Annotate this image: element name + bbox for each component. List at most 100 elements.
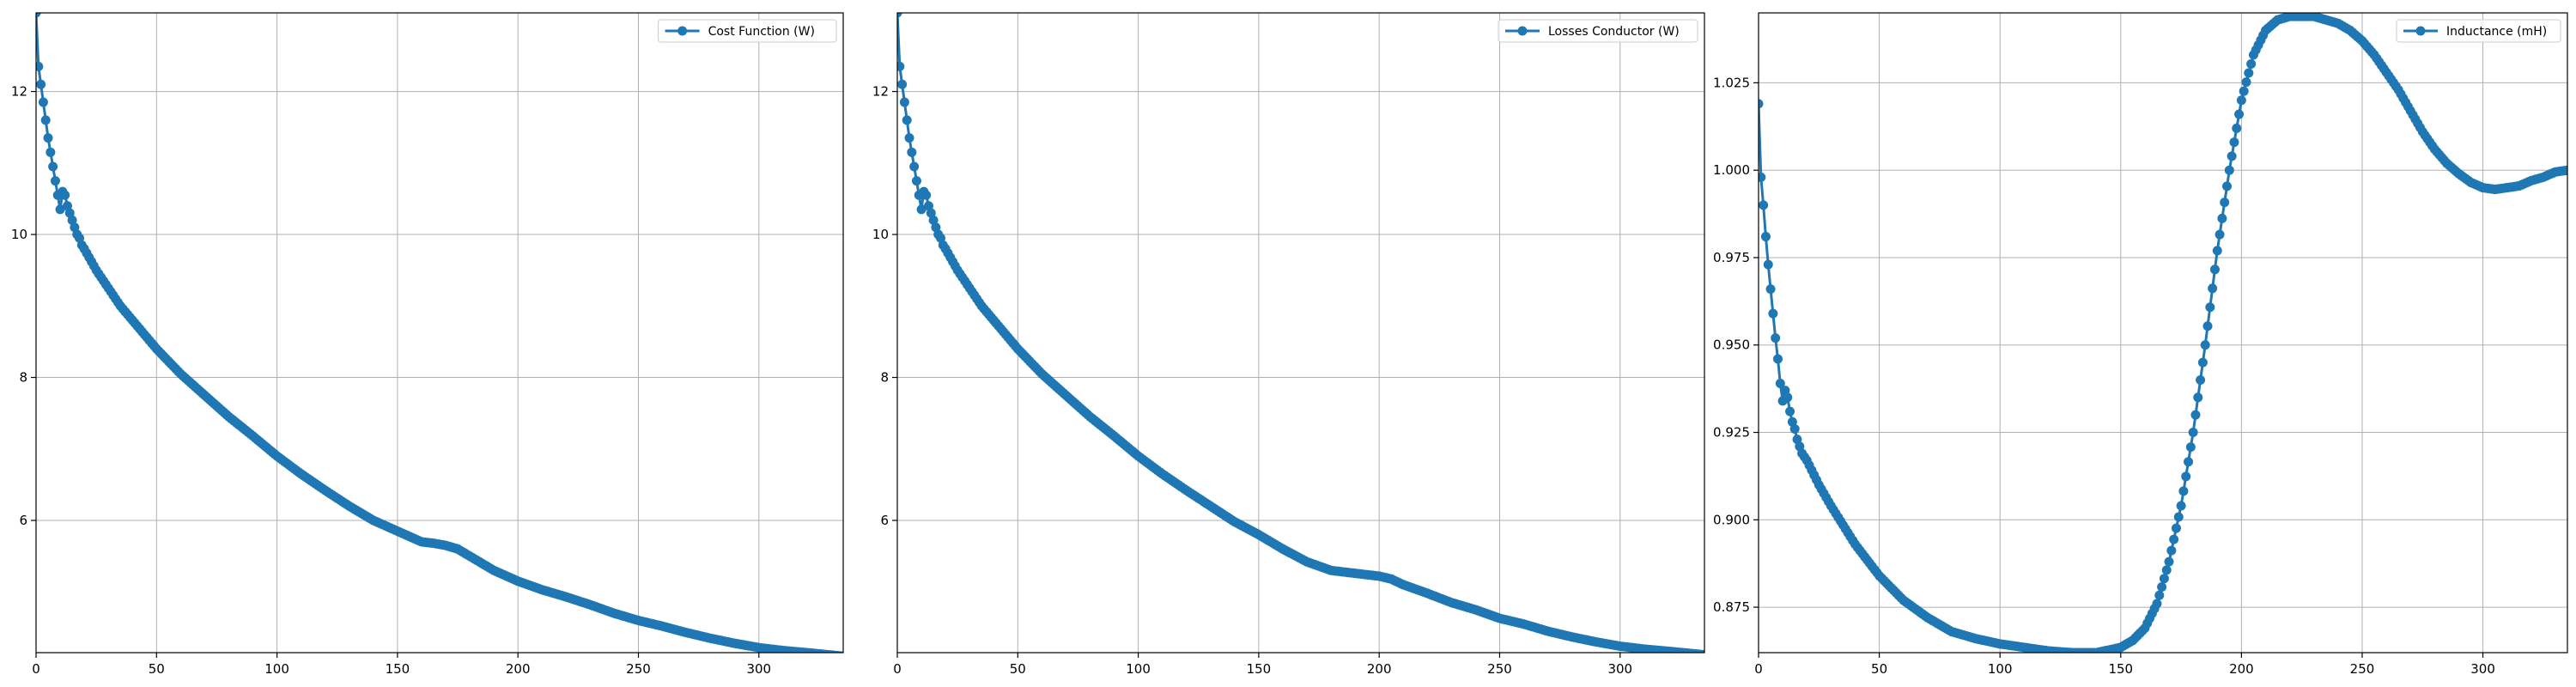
data-point	[2232, 123, 2242, 133]
data-point	[2217, 213, 2227, 223]
x-tick-label: 150	[2108, 661, 2133, 677]
data-point	[2220, 198, 2230, 208]
data-point	[1785, 406, 1795, 416]
data-point	[2166, 545, 2177, 556]
data-point	[2171, 523, 2181, 533]
data-point	[36, 79, 46, 89]
data-point	[1768, 308, 1778, 319]
x-tick-label: 150	[1247, 661, 1272, 677]
x-tick-label: 50	[149, 661, 165, 677]
data-point	[904, 133, 914, 143]
data-point	[2178, 486, 2189, 496]
x-tick-label: 0	[1754, 661, 1763, 677]
x-tick-label: 0	[32, 661, 40, 677]
axes-frame	[896, 12, 1705, 654]
data-point	[2159, 574, 2169, 584]
data-point	[40, 115, 51, 125]
data-point	[2224, 165, 2234, 175]
data-point	[1759, 200, 1769, 210]
data-point	[2196, 374, 2206, 385]
chart-2: 0 50 100 150 200 250 300 6 8 10 12 Losses Conductor…	[872, 12, 1705, 677]
data-point	[928, 215, 939, 225]
y-tick-label: 12	[872, 84, 889, 100]
x-tick-label: 100	[1126, 661, 1151, 677]
data-point	[899, 97, 909, 107]
data-point	[2184, 457, 2194, 467]
data-point	[2173, 512, 2184, 522]
data-point	[2176, 501, 2186, 511]
data-point	[67, 215, 77, 225]
y-tick-label: 10	[11, 227, 27, 242]
x-tick-label: 250	[2350, 661, 2375, 677]
y-tick-label: 8	[19, 370, 27, 386]
data-point	[75, 233, 85, 243]
data-point	[2208, 283, 2218, 294]
x-tick-label: 300	[1607, 661, 1632, 677]
x-tick-label: 200	[1367, 661, 1392, 677]
data-point	[2215, 229, 2225, 240]
x-tick-label: 300	[2470, 661, 2495, 677]
data-point	[2190, 410, 2201, 420]
data-point	[2202, 321, 2213, 331]
legend-marker	[1517, 26, 1528, 36]
data-point	[907, 147, 917, 157]
data-point	[926, 208, 936, 218]
axes-frame	[1758, 12, 2568, 654]
data-point	[43, 133, 53, 143]
data-point	[2209, 264, 2220, 275]
data-point	[2222, 181, 2233, 192]
data-point	[1783, 392, 1793, 403]
data-point	[60, 190, 70, 200]
data-point	[48, 161, 58, 172]
y-tick-label: 1.025	[1713, 75, 1750, 90]
x-tick-label: 50	[1871, 661, 1887, 677]
data-point	[36, 61, 44, 71]
data-point	[2181, 471, 2191, 482]
data-point	[897, 79, 908, 89]
x-tick-label: 200	[2229, 661, 2254, 677]
x-tick-label: 100	[1988, 661, 2013, 677]
y-tick-label: 6	[19, 513, 27, 528]
data-point	[897, 61, 905, 71]
data-point	[936, 233, 946, 243]
chart-1: 0 50 100 150 200 250 300 6 8 10 12 Cost Function (W…	[11, 12, 844, 677]
data-point	[2212, 246, 2222, 256]
legend-marker	[2415, 26, 2426, 36]
x-tick-label: 0	[893, 661, 902, 677]
legend-label: Inductance (mH)	[2446, 25, 2547, 39]
data-point	[2185, 442, 2196, 453]
data-point	[62, 201, 72, 211]
data-point	[1763, 259, 1773, 270]
data-point	[2200, 340, 2210, 350]
data-point	[2234, 109, 2245, 119]
data-point	[2246, 58, 2257, 69]
legend-marker	[677, 26, 688, 36]
axes-frame	[35, 12, 844, 654]
data-point	[2205, 302, 2215, 313]
y-tick-label: 0.950	[1713, 337, 1750, 353]
data-point	[2193, 392, 2203, 403]
data-point	[916, 204, 927, 215]
data-point	[36, 13, 41, 18]
data-point	[1773, 354, 1783, 364]
data-point	[1700, 650, 1704, 653]
y-tick-label: 10	[872, 227, 889, 242]
data-point	[2239, 86, 2249, 96]
data-point	[1760, 232, 1771, 242]
data-point	[1759, 99, 1764, 109]
series-1	[36, 13, 843, 653]
data-point	[2229, 137, 2239, 148]
series-1	[897, 13, 1704, 653]
y-tick-label: 8	[880, 370, 889, 386]
x-tick-label: 250	[1487, 661, 1512, 677]
y-tick-label: 6	[880, 513, 889, 528]
chart-3: 0 50 100 150 200 250 300 0.875 0.900 0.925 0.950 0.…	[1713, 12, 2568, 677]
data-point	[2244, 68, 2254, 78]
data-point	[64, 208, 75, 218]
data-point	[2152, 599, 2162, 609]
data-point	[2241, 77, 2251, 88]
x-tick-label: 150	[386, 661, 410, 677]
data-point	[2154, 590, 2165, 600]
data-point	[2197, 357, 2208, 368]
